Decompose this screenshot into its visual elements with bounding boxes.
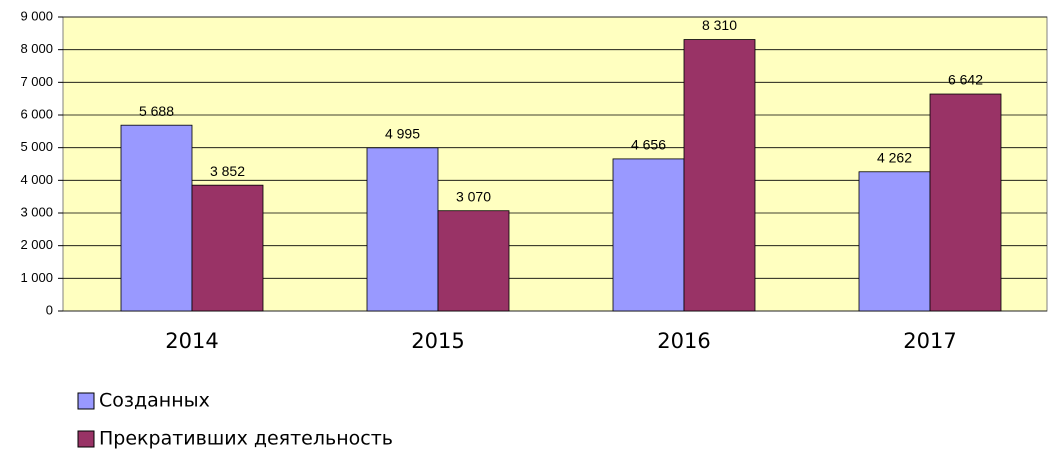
y-tick-label: 1 000 [20,270,53,285]
y-tick-label: 2 000 [20,237,53,252]
y-tick-label: 4 000 [20,172,53,187]
legend-swatch [77,430,95,448]
legend-label: Созданных [99,390,210,412]
y-tick-label: 6 000 [20,106,53,121]
bar [191,184,264,312]
value-label: 3 070 [456,188,491,204]
y-tick-label: 3 000 [20,204,53,219]
y-tick-label: 0 [46,302,53,317]
x-tick-label: 2015 [411,329,464,353]
bar [929,93,1002,312]
bar [858,171,931,312]
value-label: 8 310 [702,17,737,33]
value-label: 5 688 [139,103,174,119]
x-tick-label: 2017 [903,329,956,353]
x-tick-label: 2014 [165,329,218,353]
bar [612,158,685,312]
bar [683,39,756,312]
y-tick-label: 5 000 [20,139,53,154]
bar [366,147,439,312]
x-tick-label: 2016 [657,329,710,353]
value-label: 4 995 [385,126,420,142]
y-tick-label: 7 000 [20,74,53,89]
value-label: 3 852 [210,163,245,179]
value-label: 4 656 [631,137,666,153]
y-tick-label: 8 000 [20,41,53,56]
y-tick-label: 9 000 [20,8,53,23]
bar [120,124,193,312]
bar [437,210,510,312]
legend-label: Прекративших деятельность [99,428,393,450]
legend-swatch [77,392,95,410]
value-label: 4 262 [877,149,912,165]
value-label: 6 642 [948,72,983,88]
